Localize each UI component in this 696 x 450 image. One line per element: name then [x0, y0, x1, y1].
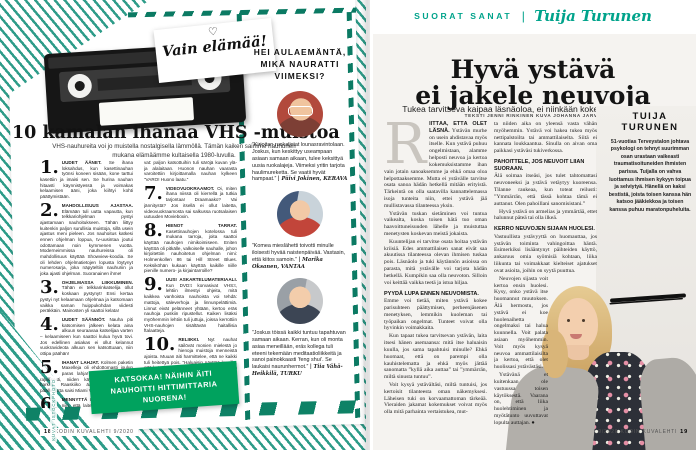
paragraph: Hyvä ystävä on armelias ja ymmärtää, ett…: [494, 208, 597, 222]
reader-quote-2: ”Komea mieslähetti toivotti minulle iloi…: [252, 242, 346, 270]
photo-text-wrap-spacer: [551, 276, 597, 435]
sidebar-title: HEI AULAEMÄNTÄ, MIKÄ NAURATTI VIIMEKSI?: [253, 47, 347, 82]
page-number: 18: [44, 429, 52, 435]
left-page: ♡ Vain elämää! 10 kamalan ihanaa VHS -mu…: [0, 0, 366, 450]
subhead: PYYDÄ LUPA ENNEN NEUVOMISTA.: [384, 290, 479, 297]
paragraph: Kun tapaat tukea tarvitsevan ystävän, la…: [384, 333, 487, 381]
list-item: 3. OHJELMASSA LIIKKUMINEN. Tähän ei telkk…: [40, 276, 133, 314]
list-item: 9. UUSI ASKARTELUMATERIAALI. Kun DVD:t ko…: [144, 274, 237, 334]
reader-portrait-1: [277, 90, 323, 137]
portrait-hair-strand: [542, 330, 568, 378]
kicker-separator: |: [521, 9, 525, 23]
paragraph: Älä soimaa itseäsi, jos tulet tahtomatta…: [494, 173, 597, 207]
paragraph: Voit kysyä ystävältäsi, miltä tuntuisi, …: [384, 381, 487, 416]
portrait-eye-right: [582, 319, 585, 322]
quote-author-1: | Päivi Jokinen, KERAVA: [277, 176, 348, 183]
left-page-footer: 18 KODIN KUVALEHTI 9/2020: [40, 428, 138, 436]
portrait-mouth: [570, 334, 582, 339]
paragraph: Emme voi tietää, miten ystävä kokee pari…: [384, 298, 487, 332]
right-page-footer: 9/2020 KODIN KUVALEHTI 19: [598, 429, 688, 435]
paragraph: Kuuntelijan ei tarvitse osata hoitaa yst…: [384, 238, 487, 286]
list-item: 1. UUDET ÄÄNET. Se ihana loksahdus, kun k…: [40, 160, 133, 200]
quote-author-2: | Marika Oksanen, VANTAA: [252, 256, 323, 270]
kicker-author: Tuija Turunen: [534, 7, 652, 25]
article-subtitle: Tukea tarvitseva kaipaa läsnäoloa, ei ni…: [402, 103, 664, 114]
paragraph: Vastuullista ystävyyttä on huomauttaa, j…: [494, 233, 597, 274]
portrait-eye-left: [567, 319, 570, 322]
cassette-label: [98, 97, 195, 126]
column2-continuation: vat: paljon katsottuihin tuli säröjä kuv…: [144, 160, 237, 183]
list-column-1: 1. UUDET ÄÄNET. Se ihana loksahdus, kun k…: [40, 160, 133, 408]
left-page-intro: VHS-nauhureita voi jo muistella nostalgi…: [52, 143, 296, 159]
cassette-spool-left: [67, 73, 93, 99]
reader-quote-1: ”Kirjoitan ruokalistat lounasravintolaan…: [252, 141, 348, 183]
quote-author-3: | Tiia Vähä-Heikkilä, TURKU: [252, 364, 343, 378]
kicker-label: SUORAT SANAT: [414, 11, 513, 21]
portrait-cardigan-right: [637, 355, 696, 450]
lead-paragraph: R IITTÄÄ, ETTÄ OLET LÄSNÄ. Ystävän murhe …: [384, 121, 487, 209]
reader-quotes-sidebar: HEI AULAEMÄNTÄ, MIKÄ NAURATTI VIIMEKSI? …: [252, 46, 348, 384]
subhead: KERRO NEUVOJEN SIJAAN HUOLESI.: [494, 226, 595, 233]
vertical-photo-credit: KUVAT ISTOCKPHOTO: [50, 378, 57, 442]
subhead: PAHOITTELE, JOS NEUVOIT LIIAN SUORAAN.: [494, 159, 585, 172]
page-number: 19: [680, 429, 688, 435]
bio-box: TUIJA TURUNEN 51-vuotias Terveystalon jo…: [608, 111, 692, 214]
paragraph: Neuvojen sijasta voit kertoa ensin huole…: [494, 275, 548, 371]
drop-cap: R: [384, 121, 427, 177]
left-page-headline: 10 kamalan ihanaa VHS -muistoa: [12, 122, 340, 143]
portrait-neck: [567, 345, 589, 360]
list-item: 7. VIDEOVUOKRAAMOT. Oi, miten ihana niiss…: [144, 182, 237, 220]
section-kicker: SUORAT SANAT | Tuija Turunen: [370, 7, 696, 25]
reader-portrait-3: [277, 278, 323, 325]
right-page: SUORAT SANAT | Tuija Turunen Hyvä ystävä…: [370, 0, 696, 450]
paragraph: Ystävänä et kuitenkaan ole vastuussa toi…: [494, 372, 548, 426]
article-columns: R IITTÄÄ, ETTÄ OLET LÄSNÄ. Ystävän murhe …: [384, 121, 597, 435]
article-column-2: ta niiden aika on yleensä vasta vähän my…: [494, 121, 597, 435]
bio-text: 51-vuotias Terveystalon johtava psykolog…: [608, 138, 692, 213]
reader-portrait-2: [277, 191, 323, 238]
reader-quote-3: ”Joskus töissä kaikki tuntuu tapahtuvan …: [252, 329, 346, 378]
list-item: 8. HIENOT TARRAT. Kasettinauhojen kotelos…: [144, 219, 237, 274]
article-headline: Hyvä ystävä ei jakele neuvoja: [415, 54, 651, 110]
paragraph: Ystävän tuskan sietäminen voi tuntua vai…: [384, 210, 487, 237]
list-item: 4. UUDET SÄÄNNÖT. Nauha piti katsomisen j…: [40, 313, 133, 356]
article-column-1: R IITTÄÄ, ETTÄ OLET LÄSNÄ. Ystävän murhe …: [384, 121, 487, 435]
paragraph: ta niiden aika on yleensä vasta vähän my…: [494, 121, 597, 155]
list-item: 2. MAHDOLLISUUS AJASTAA. Elämään tuli uut…: [40, 199, 133, 277]
bio-name: TUIJA TURUNEN: [621, 111, 679, 133]
article-byline: TEKSTI JENNI RINKINEN KUVA JOHANNA JARVA: [464, 112, 602, 118]
list-column-2: vat: paljon katsottuihin tuli säröjä kuv…: [144, 160, 237, 408]
list-columns: 1. UUDET ÄÄNET. Se ihana loksahdus, kun k…: [40, 160, 238, 408]
